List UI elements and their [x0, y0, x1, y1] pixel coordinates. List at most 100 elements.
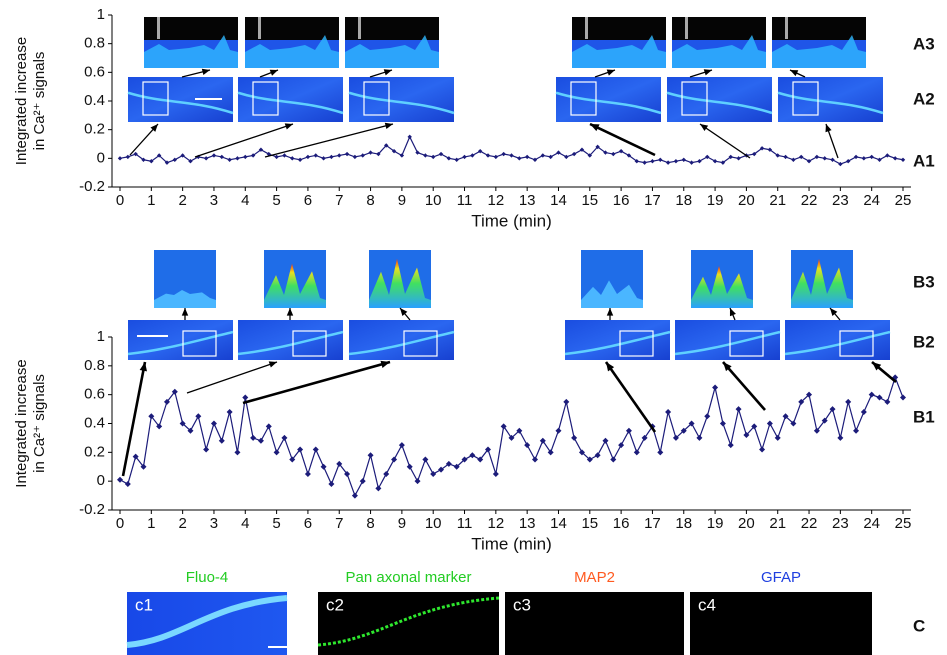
- data-point: [406, 463, 413, 470]
- x-axis-label: Time (min): [471, 534, 552, 553]
- kymograph-peaks: [672, 35, 766, 68]
- data-point: [398, 442, 405, 449]
- data-point: [172, 157, 178, 162]
- x-tick-label: 1: [147, 192, 155, 209]
- arrow-head: [286, 308, 294, 316]
- data-point: [705, 154, 710, 160]
- y-tick-label: 1: [97, 328, 105, 345]
- row-label: C: [913, 616, 925, 635]
- arrow-head: [729, 308, 736, 317]
- arrow-head: [139, 362, 147, 372]
- axon: [348, 330, 455, 356]
- arrow-head: [384, 122, 393, 130]
- y-tick-label: 1: [97, 6, 105, 23]
- arrow-line: [242, 360, 391, 405]
- data-point: [133, 151, 138, 157]
- x-tick-label: 18: [675, 515, 692, 532]
- data-point: [735, 406, 742, 413]
- data-point: [391, 148, 397, 154]
- axon: [564, 330, 671, 356]
- data-point: [783, 154, 788, 160]
- y-tick-label: 0.4: [84, 92, 105, 109]
- y-tick-label: 0.2: [84, 121, 105, 138]
- arrow-head: [268, 361, 277, 368]
- kymograph-peaks: [572, 35, 666, 68]
- data-point: [728, 154, 733, 160]
- data-point: [650, 159, 655, 164]
- row-label: A1: [913, 151, 935, 170]
- data-point: [187, 427, 194, 434]
- data-point: [195, 413, 202, 420]
- y-tick-label: 0.6: [84, 386, 105, 403]
- x-tick-label: 6: [304, 515, 312, 532]
- x-tick-label: 12: [487, 515, 504, 532]
- data-point: [257, 437, 264, 444]
- data-point: [391, 456, 398, 463]
- axon: [784, 330, 891, 356]
- data-point: [673, 159, 679, 164]
- data-point: [578, 449, 585, 456]
- data-point: [492, 470, 499, 477]
- data-point: [900, 394, 906, 401]
- data-point: [470, 153, 475, 158]
- data-point: [156, 423, 163, 430]
- data-point: [556, 150, 561, 155]
- data-point: [211, 153, 217, 158]
- x-tick-label: 19: [707, 515, 724, 532]
- data-point: [344, 151, 350, 157]
- data-point: [603, 150, 608, 155]
- x-tick-label: 3: [210, 192, 218, 209]
- y-tick-label: 0: [97, 472, 105, 489]
- data-point: [376, 151, 381, 157]
- data-point: [822, 156, 827, 161]
- arrow-head: [700, 124, 709, 131]
- x-tick-label: 14: [550, 192, 567, 209]
- y-axis-label: Integrated increase: [13, 359, 30, 487]
- data-point: [399, 153, 405, 158]
- axon-stain: [126, 595, 288, 648]
- data-point: [297, 446, 304, 453]
- x-tick-label: 3: [210, 515, 218, 532]
- axon: [555, 91, 662, 115]
- data-point: [368, 150, 373, 155]
- x-tick-label: 16: [613, 192, 630, 209]
- data-point: [782, 413, 789, 420]
- x-tick-label: 5: [272, 192, 280, 209]
- kymograph-mark: [585, 17, 588, 39]
- data-point: [853, 154, 859, 160]
- data-point: [344, 470, 351, 477]
- data-point: [423, 153, 428, 158]
- roi-box: [292, 330, 327, 357]
- x-tick-label: 22: [801, 192, 818, 209]
- data-point: [313, 153, 318, 158]
- roi-box: [403, 330, 438, 357]
- data-point: [485, 153, 491, 158]
- data-point: [727, 442, 734, 449]
- data-point: [766, 420, 773, 427]
- data-point: [180, 153, 185, 158]
- image-panel: [349, 320, 454, 360]
- image-panel: [128, 320, 233, 360]
- arrow-head: [723, 362, 732, 372]
- data-point: [164, 160, 170, 165]
- data-point: [282, 153, 287, 158]
- axon: [348, 91, 455, 115]
- data-point: [415, 150, 420, 155]
- stain-label: Fluo-4: [186, 569, 229, 586]
- image-panel: [675, 320, 780, 360]
- data-point: [539, 437, 546, 444]
- data-point: [642, 160, 647, 165]
- data-point: [125, 154, 131, 160]
- data-point: [759, 146, 765, 151]
- data-point: [610, 456, 617, 463]
- micrograph: [505, 592, 684, 655]
- kymograph-mark: [157, 17, 160, 39]
- arrow-line: [194, 123, 294, 158]
- x-tick-label: 8: [366, 515, 374, 532]
- data-point: [454, 157, 459, 162]
- roi-box: [570, 81, 597, 116]
- data-point: [900, 157, 906, 162]
- x-tick-label: 11: [457, 192, 473, 209]
- data-point: [704, 413, 711, 420]
- data-point: [297, 157, 303, 162]
